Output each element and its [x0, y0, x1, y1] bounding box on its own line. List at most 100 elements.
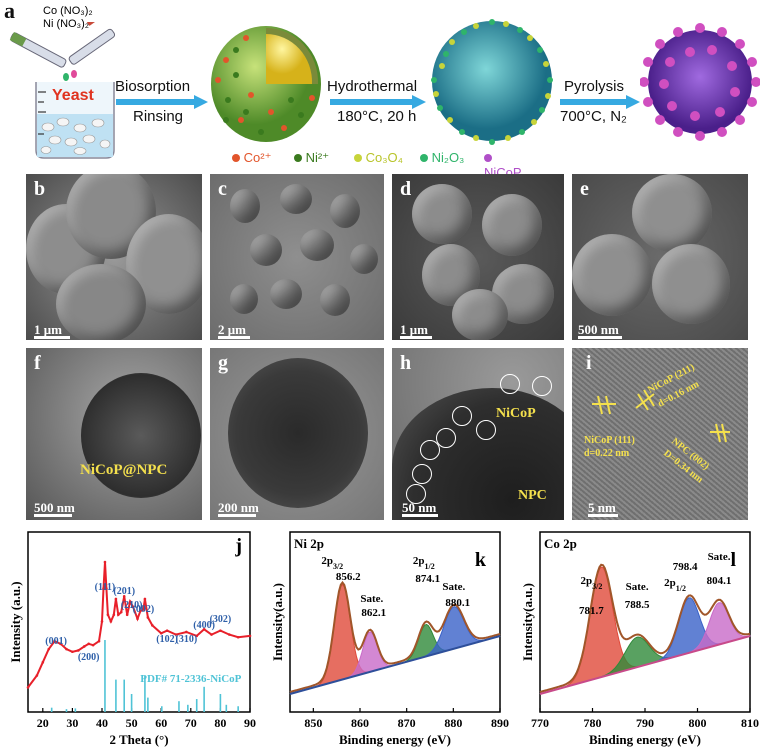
step3-label-bottom: 700°C, N₂	[560, 108, 627, 125]
xrd-x-tick-label: 20	[37, 716, 49, 730]
xps-ni-chart-k: 850 860 870 880 890 Binding energy (eV) Intens…	[270, 531, 509, 747]
xrd-data-point	[105, 587, 108, 590]
xps-ni-peak-value: 862.1	[361, 607, 386, 619]
step3-label-top: Pyrolysis	[564, 78, 625, 95]
panel-label-l: l	[730, 549, 736, 571]
xrd-data-point	[71, 650, 74, 654]
xrd-data-point	[174, 633, 178, 636]
xrd-peak-label: (001)	[45, 636, 67, 647]
xrd-plot-frame	[27, 531, 251, 713]
xrd-peak-label: (310)	[176, 634, 198, 645]
xrd-data-point	[139, 609, 142, 613]
xrd-peak-label: (002)	[133, 604, 155, 615]
xrd-reference-label: PDF# 71-2336-NiCoP	[140, 673, 241, 685]
beaker-illustration	[9, 22, 116, 159]
xrd-data-point	[131, 605, 135, 609]
nicop-label: NiCoP	[496, 406, 536, 421]
xrd-data-point	[59, 642, 62, 646]
xps-co-baseline	[539, 635, 751, 695]
xrd-chart-j: 20 30 40 50 60 70 80 90 2 Theta (°) Intensity (a.…	[8, 531, 256, 747]
xrd-x-tick-label: 40	[96, 716, 108, 730]
xps-co-envelope	[539, 563, 751, 693]
xps-co-x-axis-label: Binding energy (eV)	[589, 732, 701, 747]
xrd-x-tick-label: 50	[126, 716, 138, 730]
xps-ni-x-tick-label: 860	[351, 716, 369, 730]
xrd-data-point	[91, 643, 95, 647]
xrd-x-tick-label: 80	[214, 716, 226, 730]
xrd-data-point	[26, 686, 30, 689]
xrd-peak-label: (302)	[210, 614, 232, 625]
step2-label-bottom: 180°C, 20 h	[337, 108, 417, 125]
panel-label-g: g	[218, 352, 228, 374]
nicop-sphere-illustration	[640, 23, 760, 141]
xps-ni-x-tick-label: 850	[304, 716, 322, 730]
panel-label-h: h	[400, 352, 412, 374]
yeast-label: Yeast	[52, 87, 94, 104]
xrd-data-point	[82, 645, 86, 648]
xrd-y-axis-label: Intensity (a.u.)	[8, 581, 23, 662]
xrd-x-tick-label: 90	[244, 716, 256, 730]
xps-ni-peak-label: 2p3/2	[321, 555, 343, 571]
xrd-data-point	[116, 613, 120, 617]
xrd-data-point	[128, 600, 132, 603]
xrd-data-point	[87, 642, 90, 646]
xrd-data-point	[227, 633, 231, 636]
xrd-data-point	[35, 674, 39, 677]
xps-co-title: Co 2p	[544, 536, 577, 551]
scalebar-h	[402, 514, 438, 517]
scalebar-d	[400, 336, 432, 339]
xps-ni-peak-label: Sate.	[442, 581, 465, 593]
legend: Co²⁺ Ni²⁺ Co₃O₄ Ni₂O₃ NiCoP	[232, 150, 532, 180]
xps-co-peak-label: 2p1/2	[664, 577, 686, 593]
panel-label-a: a	[4, 0, 15, 23]
nicop-npc-label: NiCoP@NPC	[80, 462, 168, 478]
xps-co-x-tick-label: 780	[584, 716, 602, 730]
xrd-data-point	[248, 634, 252, 638]
xps-ni-envelope	[289, 580, 501, 693]
arrow-icon	[560, 95, 640, 109]
yeast-cell-illustration	[211, 26, 321, 142]
xrd-data-point	[210, 633, 213, 636]
xps-co-x-tick-label: 800	[689, 716, 707, 730]
xrd-data-point	[112, 613, 116, 617]
xrd-data-point	[136, 617, 139, 621]
tem-image-h	[392, 348, 564, 520]
scalebar-f	[34, 514, 72, 517]
xrd-data-point	[151, 624, 154, 627]
panel-a: a Co (NO₃)₂ Ni (NO₃)₂ Yeast Biosorption …	[0, 0, 764, 180]
xps-ni-title: Ni 2p	[294, 536, 324, 551]
sem-image-e	[572, 174, 748, 340]
xrd-data-point	[159, 631, 163, 635]
panel-label-j: j	[234, 535, 242, 557]
legend-item-ni2o3: Ni₂O₃	[420, 150, 464, 165]
arrow-icon	[330, 95, 426, 109]
reagent-ni-label: Ni (NO₃)₂	[43, 18, 90, 30]
panel-label-k: k	[475, 549, 487, 571]
legend-item-ni2: Ni²⁺	[294, 150, 329, 166]
xps-ni-peak-value: 856.2	[336, 571, 361, 583]
scalebar-i	[588, 514, 618, 517]
xps-co-peak-label: Sate.	[708, 551, 731, 563]
scalebar-d-label: 1 μm	[400, 322, 428, 337]
step1-label-top: Biosorption	[115, 78, 191, 95]
xrd-data-point	[103, 560, 107, 564]
scalebar-e	[578, 336, 622, 339]
xrd-data-point	[185, 630, 188, 634]
xrd-data-point	[119, 610, 123, 614]
scalebar-h-label: 50 nm	[402, 500, 437, 515]
scalebar-e-label: 500 nm	[578, 322, 619, 337]
step1-label-bottom: Rinsing	[133, 108, 184, 125]
xrd-data-point	[53, 639, 56, 643]
xps-ni-peak-label: 2p1/2	[413, 555, 435, 571]
xrd-data-point	[202, 628, 206, 631]
xrd-data-point	[122, 595, 126, 598]
npc-label: NPC	[518, 488, 547, 503]
nicop-111-label: NiCoP (111)	[584, 435, 635, 446]
xrd-data-point	[65, 647, 68, 651]
xrd-peak-label: (201)	[113, 586, 135, 597]
xrd-data-point	[143, 597, 147, 601]
xrd-data-point	[142, 608, 145, 611]
xps-co-peak-value: 788.5	[625, 599, 650, 611]
xrd-data-point	[114, 597, 118, 601]
sem-image-b	[26, 174, 202, 340]
